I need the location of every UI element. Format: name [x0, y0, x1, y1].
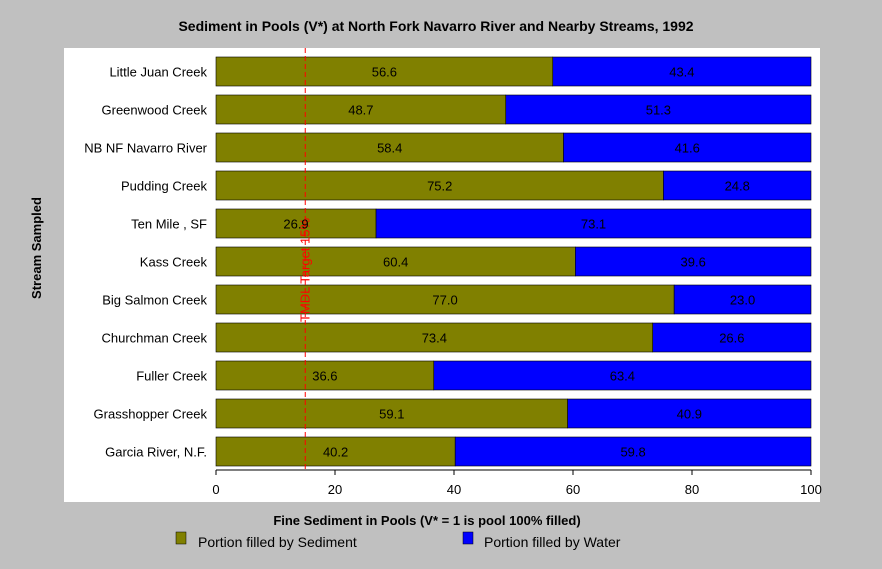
category-label: Pudding Creek	[121, 179, 207, 194]
y-axis-title: Stream Sampled	[29, 197, 44, 299]
x-tick-label: 80	[685, 482, 699, 497]
category-label: Fuller Creek	[136, 369, 207, 384]
data-label: 40.9	[677, 407, 702, 422]
category-label: Churchman Creek	[102, 331, 208, 346]
data-label: 56.6	[372, 65, 397, 80]
bar-water	[575, 246, 812, 277]
reference-line-layer: TMDL Target 15%	[297, 48, 312, 470]
category-labels-layer: Little Juan Creek Greenwood Creek NB NF Na…	[84, 65, 207, 460]
data-label: 58.4	[377, 141, 402, 156]
data-label: 26.6	[719, 331, 744, 346]
data-label: 73.1	[581, 217, 606, 232]
bars-layer	[215, 56, 812, 467]
data-label: 41.6	[675, 141, 700, 156]
bar-water	[454, 436, 812, 467]
x-tick-label: 60	[566, 482, 580, 497]
bar-sediment	[215, 94, 507, 125]
data-label: 40.2	[323, 445, 348, 460]
category-label: Little Juan Creek	[109, 65, 207, 80]
x-tick-label: 0	[212, 482, 219, 497]
bar-water	[652, 322, 812, 353]
bar-water	[563, 132, 812, 163]
bar-sediment	[215, 170, 664, 201]
data-label: 23.0	[730, 293, 755, 308]
data-label: 39.6	[681, 255, 706, 270]
data-label: 43.4	[669, 65, 694, 80]
bar-sediment	[215, 246, 576, 277]
data-label: 59.8	[620, 445, 645, 460]
x-axis-title: Fine Sediment in Pools (V* = 1 is pool 1…	[273, 513, 580, 528]
data-label: 59.1	[379, 407, 404, 422]
bar-sediment	[215, 284, 675, 315]
legend-swatch-water	[462, 531, 474, 545]
data-label: 73.4	[422, 331, 447, 346]
bar-water	[375, 208, 812, 239]
legend-swatch-sediment	[175, 531, 187, 545]
data-label: 77.0	[432, 293, 457, 308]
bar-sediment	[215, 208, 377, 239]
legend: Portion filled by Sediment Portion fille…	[175, 531, 621, 550]
category-label: Greenwood Creek	[102, 103, 208, 118]
data-labels-layer: 56.6 43.4 48.7 51.3 58.4 41.6 75.2 24.8 26.9 73.1…	[283, 65, 755, 460]
category-label: Garcia River, N.F.	[105, 445, 207, 460]
category-label: Big Salmon Creek	[102, 293, 207, 308]
bar-water	[663, 170, 812, 201]
category-label: Grasshopper Creek	[94, 407, 208, 422]
bar-sediment	[215, 132, 564, 163]
data-label: 48.7	[348, 103, 373, 118]
data-label: 63.4	[610, 369, 635, 384]
bar-water	[433, 360, 812, 391]
bar-water	[673, 284, 812, 315]
x-tick-label: 40	[447, 482, 461, 497]
chart-title: Sediment in Pools (V*) at North Fork Nav…	[178, 18, 693, 34]
legend-label-water: Portion filled by Water	[484, 534, 621, 550]
data-label: 26.9	[283, 217, 308, 232]
data-label: 60.4	[383, 255, 408, 270]
bar-sediment	[215, 436, 456, 467]
bar-water	[567, 398, 812, 429]
category-label: NB NF Navarro River	[84, 141, 207, 156]
x-tick-label: 100	[800, 482, 822, 497]
bar-sediment	[215, 56, 554, 87]
x-ticks-layer: 0 20 40 60 80 100	[212, 469, 822, 497]
data-label: 51.3	[646, 103, 671, 118]
data-label: 75.2	[427, 179, 452, 194]
bar-sediment	[215, 322, 654, 353]
bar-sediment	[215, 398, 568, 429]
reference-line-label: TMDL Target 15%	[297, 218, 312, 322]
data-label: 36.6	[312, 369, 337, 384]
bar-sediment	[215, 360, 435, 391]
bar-water	[505, 94, 812, 125]
bar-water	[552, 56, 812, 87]
x-tick-label: 20	[328, 482, 342, 497]
category-label: Ten Mile , SF	[131, 217, 207, 232]
data-label: 24.8	[725, 179, 750, 194]
legend-label-sediment: Portion filled by Sediment	[198, 534, 357, 550]
category-label: Kass Creek	[140, 255, 208, 270]
